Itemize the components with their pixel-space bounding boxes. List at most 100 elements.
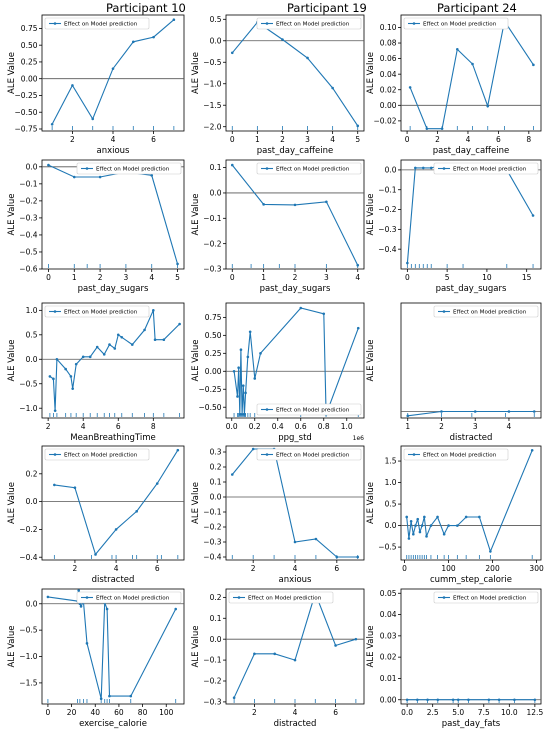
ale-point (421, 166, 425, 170)
ale-point (230, 163, 234, 167)
y-tick-label: 0.04 (380, 70, 397, 79)
legend-box (433, 591, 539, 604)
legend-box (256, 448, 362, 461)
y-axis-label: ALE Value (366, 482, 376, 524)
legend-label: Effect on Model prediction (276, 408, 350, 414)
x-tick-label: 5 (355, 135, 360, 144)
legend-label: Effect on Model prediction (248, 596, 322, 602)
y-tick-label: 0.0 (210, 36, 222, 45)
y-tick-label: −1.0 (203, 79, 221, 88)
ale-point (73, 486, 77, 490)
panel-14: 2 4 6 −0.3 −0.2 −0.1 0.0 0.1 0.2 distracted ALE Va… (191, 588, 365, 729)
legend-label: Effect on Model prediction (64, 310, 138, 316)
panel-10: 2 4 6 −0.4 −0.2 0.0 0.2 distracted ALE Value Effe… (7, 445, 185, 585)
x-axis-label: past_day_caffeine (433, 146, 509, 156)
ale-point (412, 532, 415, 536)
legend-box (433, 162, 539, 175)
x-tick-label: 60 (114, 708, 124, 717)
legend-swatch-marker (53, 310, 57, 313)
x-tick-label: 15 (522, 273, 532, 282)
ale-point (442, 532, 446, 536)
ale-point (253, 652, 256, 656)
ale-point (111, 67, 115, 70)
legend-box (76, 162, 182, 175)
ale-point (513, 698, 516, 702)
y-tick-label: 0.5 (26, 330, 38, 339)
legend-swatch-marker (53, 453, 57, 456)
ale-point (91, 117, 95, 121)
ale-point (88, 355, 92, 359)
y-tick-label: 0.0 (26, 355, 38, 364)
legend-swatch-marker (442, 310, 446, 313)
x-tick-label: 0.0 (226, 422, 238, 431)
ale-point (150, 174, 154, 177)
y-tick-label: 0.3 (210, 448, 222, 457)
legend-box (403, 448, 509, 461)
ale-point (48, 375, 52, 378)
y-tick-label: −0.1 (19, 179, 37, 188)
x-tick-label: 300 (529, 564, 544, 573)
y-tick-label: −0.4 (19, 553, 37, 562)
y-tick-label: −0.3 (203, 698, 221, 707)
x-tick-label: 0.8 (318, 422, 330, 431)
y-tick-label: −0.4 (19, 231, 37, 240)
plot-frame (400, 302, 542, 419)
x-tick-label: 4 (111, 135, 116, 144)
column-title-participant-10: Participant 10 (106, 1, 186, 15)
x-tick-label: 6 (334, 564, 339, 573)
ale-point (456, 698, 460, 702)
ale-point (105, 607, 109, 611)
ale-line (407, 410, 535, 417)
ale-point (530, 449, 534, 452)
x-tick-label: 1 (261, 273, 266, 282)
plot-frame (41, 159, 185, 270)
ale-point (108, 694, 111, 698)
legend-label: Effect on Model prediction (276, 22, 350, 28)
y-axis-label: ALE Value (7, 482, 17, 524)
x-axis-label: distracted (450, 433, 493, 443)
legend: Effect on Model prediction (76, 162, 182, 175)
ale-point (237, 366, 240, 369)
y-tick-label: −0.2 (203, 239, 221, 248)
legend-box (256, 403, 362, 416)
x-axis-label: distracted (274, 719, 317, 729)
ale-point (47, 163, 50, 167)
panel-4: 0 1 2 3 4 5 −0.6 −0.5 −0.4 −0.3 −0.2 −0.1 0.0 past_da… (7, 159, 185, 294)
ale-line (47, 590, 177, 699)
ale-point (429, 524, 433, 527)
ale-point (293, 658, 297, 662)
y-tick-label: 0.2 (26, 469, 38, 478)
y-tick-label: −0.2 (203, 677, 221, 686)
ale-point (273, 652, 277, 656)
ale-point (354, 637, 358, 641)
x-axis-label: past_day_caffeine (257, 146, 333, 156)
ale-point (244, 391, 247, 395)
y-tick-label: −0.6 (19, 265, 37, 274)
legend-label: Effect on Model prediction (276, 167, 350, 173)
y-tick-label: 0.25 (205, 349, 222, 358)
ale-point (52, 377, 55, 381)
x-tick-label: 40 (90, 708, 100, 717)
legend-label: Effect on Model prediction (453, 310, 527, 316)
panel-2: 0 1 2 3 4 5 −2.0 −1.5 −1.0 −0.5 0.0 0.5 past_day_caf… (191, 14, 365, 156)
legend-box (256, 162, 362, 175)
y-axis-label: ALE Value (191, 482, 201, 524)
y-tick-label: 0.5 (210, 15, 222, 24)
y-tick-label: −1.0 (19, 404, 37, 413)
x-tick-label: 2 (280, 135, 285, 144)
y-tick-label: −0.3 (378, 225, 396, 234)
x-tick-label: 0 (405, 273, 410, 282)
y-axis-label: ALE Value (191, 626, 201, 668)
y-tick-label: −0.5 (19, 379, 37, 388)
ale-point (356, 263, 360, 267)
ale-point (416, 517, 420, 521)
ale-point (120, 335, 124, 339)
plot-frame (41, 588, 185, 705)
y-tick-label: 0.10 (380, 23, 397, 32)
ale-point (102, 353, 106, 356)
legend-swatch-marker (53, 22, 57, 25)
legend-swatch-marker (412, 453, 416, 456)
plot-frame (400, 588, 542, 705)
ale-point (94, 553, 97, 556)
